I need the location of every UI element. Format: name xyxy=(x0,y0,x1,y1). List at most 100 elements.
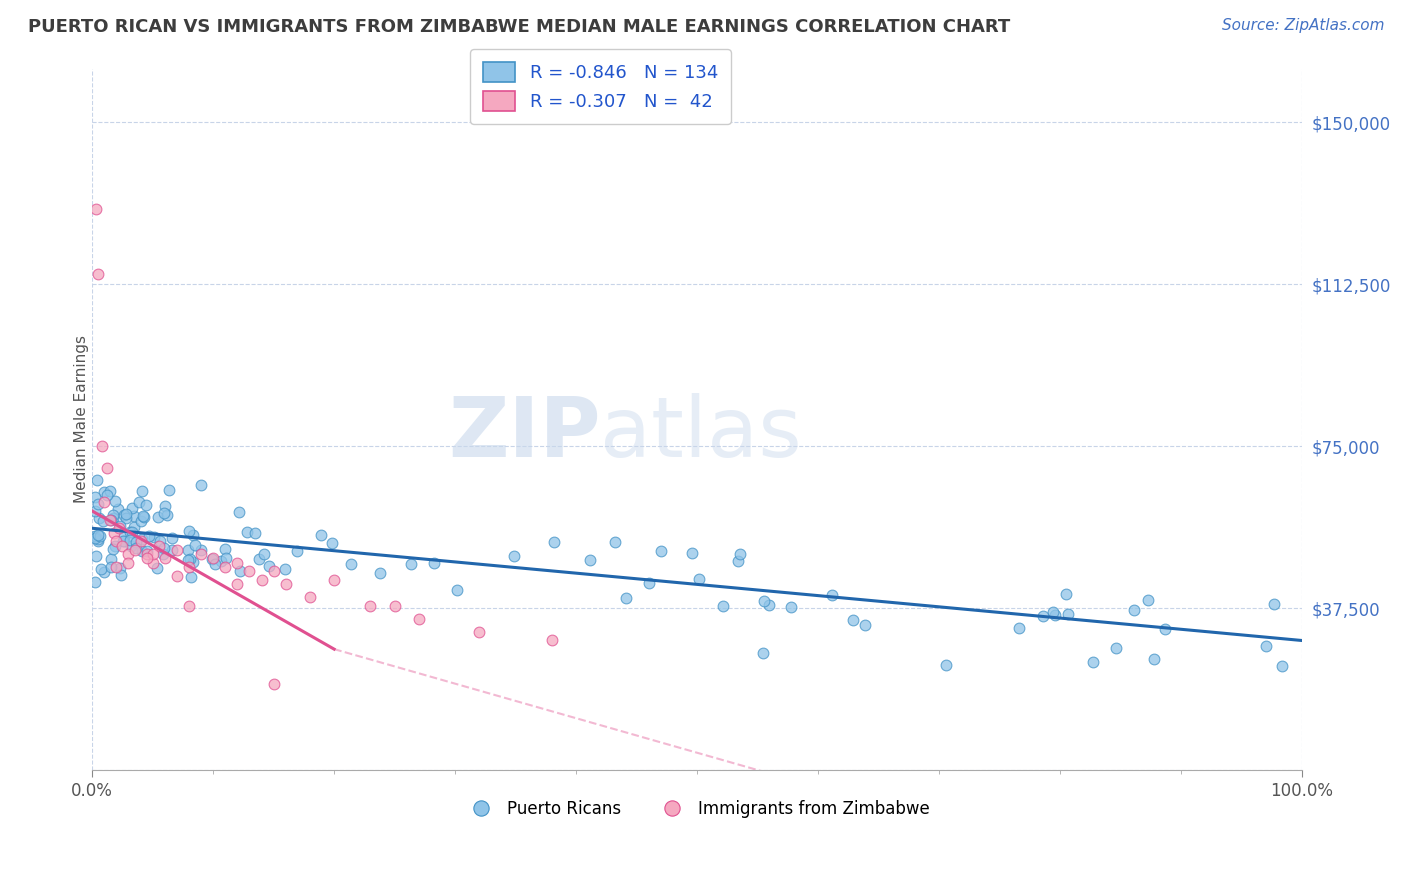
Point xyxy=(83,574,105,589)
Text: ZIP: ZIP xyxy=(447,392,600,474)
Point xyxy=(238,565,260,579)
Point xyxy=(111,539,134,553)
Point xyxy=(96,460,118,475)
Point xyxy=(201,552,224,566)
Point xyxy=(96,488,118,502)
Point xyxy=(83,531,105,545)
Point xyxy=(93,565,115,579)
Point xyxy=(122,520,145,534)
Point xyxy=(131,533,153,547)
Point xyxy=(681,546,703,560)
Point xyxy=(87,497,110,511)
Point xyxy=(155,508,177,523)
Point xyxy=(87,534,110,549)
Point xyxy=(1256,639,1278,653)
Point xyxy=(228,564,250,578)
Point xyxy=(503,549,526,564)
Point xyxy=(177,553,200,567)
Point xyxy=(89,529,111,543)
Point xyxy=(214,542,236,557)
Point xyxy=(1054,587,1077,601)
Point xyxy=(160,532,183,546)
Point xyxy=(112,534,135,549)
Point xyxy=(257,559,280,574)
Point xyxy=(153,551,176,566)
Point xyxy=(752,594,775,608)
Point xyxy=(1008,621,1031,635)
Point xyxy=(117,556,139,570)
Point xyxy=(153,506,176,520)
Point xyxy=(125,541,148,556)
Point xyxy=(177,543,200,558)
Point xyxy=(650,544,672,558)
Point xyxy=(321,536,343,550)
Point xyxy=(1263,597,1285,611)
Point xyxy=(129,514,152,528)
Point xyxy=(384,599,406,613)
Point xyxy=(153,541,176,556)
Point xyxy=(243,526,266,541)
Point xyxy=(143,530,166,544)
Point xyxy=(214,560,236,574)
Text: atlas: atlas xyxy=(600,392,801,474)
Point xyxy=(226,556,249,570)
Point xyxy=(90,439,112,453)
Point xyxy=(93,495,115,509)
Point xyxy=(408,612,430,626)
Point xyxy=(209,554,232,568)
Point xyxy=(121,525,143,540)
Point xyxy=(107,521,129,535)
Point xyxy=(274,577,297,591)
Point xyxy=(166,568,188,582)
Legend: Puerto Ricans, Immigrants from Zimbabwe: Puerto Ricans, Immigrants from Zimbabwe xyxy=(457,794,936,825)
Point xyxy=(112,529,135,543)
Point xyxy=(250,573,273,587)
Point xyxy=(423,556,446,570)
Point xyxy=(131,544,153,558)
Point xyxy=(359,599,381,613)
Point xyxy=(131,484,153,499)
Point xyxy=(190,542,212,557)
Point xyxy=(87,533,110,547)
Point xyxy=(83,528,105,542)
Point xyxy=(87,527,110,541)
Point xyxy=(603,535,626,549)
Point xyxy=(136,543,159,558)
Point xyxy=(309,528,332,542)
Point xyxy=(83,490,105,504)
Point xyxy=(142,547,165,561)
Point xyxy=(1143,652,1166,666)
Point xyxy=(226,577,249,591)
Point xyxy=(120,525,142,540)
Point xyxy=(323,573,346,587)
Point xyxy=(1042,605,1064,619)
Point xyxy=(190,547,212,561)
Y-axis label: Median Male Earnings: Median Male Earnings xyxy=(73,335,89,503)
Point xyxy=(98,484,121,499)
Point xyxy=(90,562,112,576)
Point xyxy=(779,599,801,614)
Point xyxy=(87,511,110,525)
Point xyxy=(215,551,238,566)
Point xyxy=(728,548,751,562)
Point xyxy=(91,514,114,528)
Point xyxy=(541,633,564,648)
Point xyxy=(1032,609,1054,624)
Point xyxy=(1056,607,1078,621)
Point xyxy=(1154,622,1177,636)
Point xyxy=(298,591,321,605)
Point xyxy=(155,499,177,513)
Point xyxy=(157,483,180,497)
Point xyxy=(117,547,139,561)
Point xyxy=(368,566,391,580)
Point xyxy=(468,624,491,639)
Point xyxy=(935,657,957,672)
Point xyxy=(104,494,127,508)
Point xyxy=(190,478,212,492)
Point xyxy=(122,509,145,524)
Point xyxy=(101,541,124,556)
Point xyxy=(842,613,865,627)
Point xyxy=(107,501,129,516)
Point xyxy=(263,676,285,690)
Point xyxy=(228,505,250,519)
